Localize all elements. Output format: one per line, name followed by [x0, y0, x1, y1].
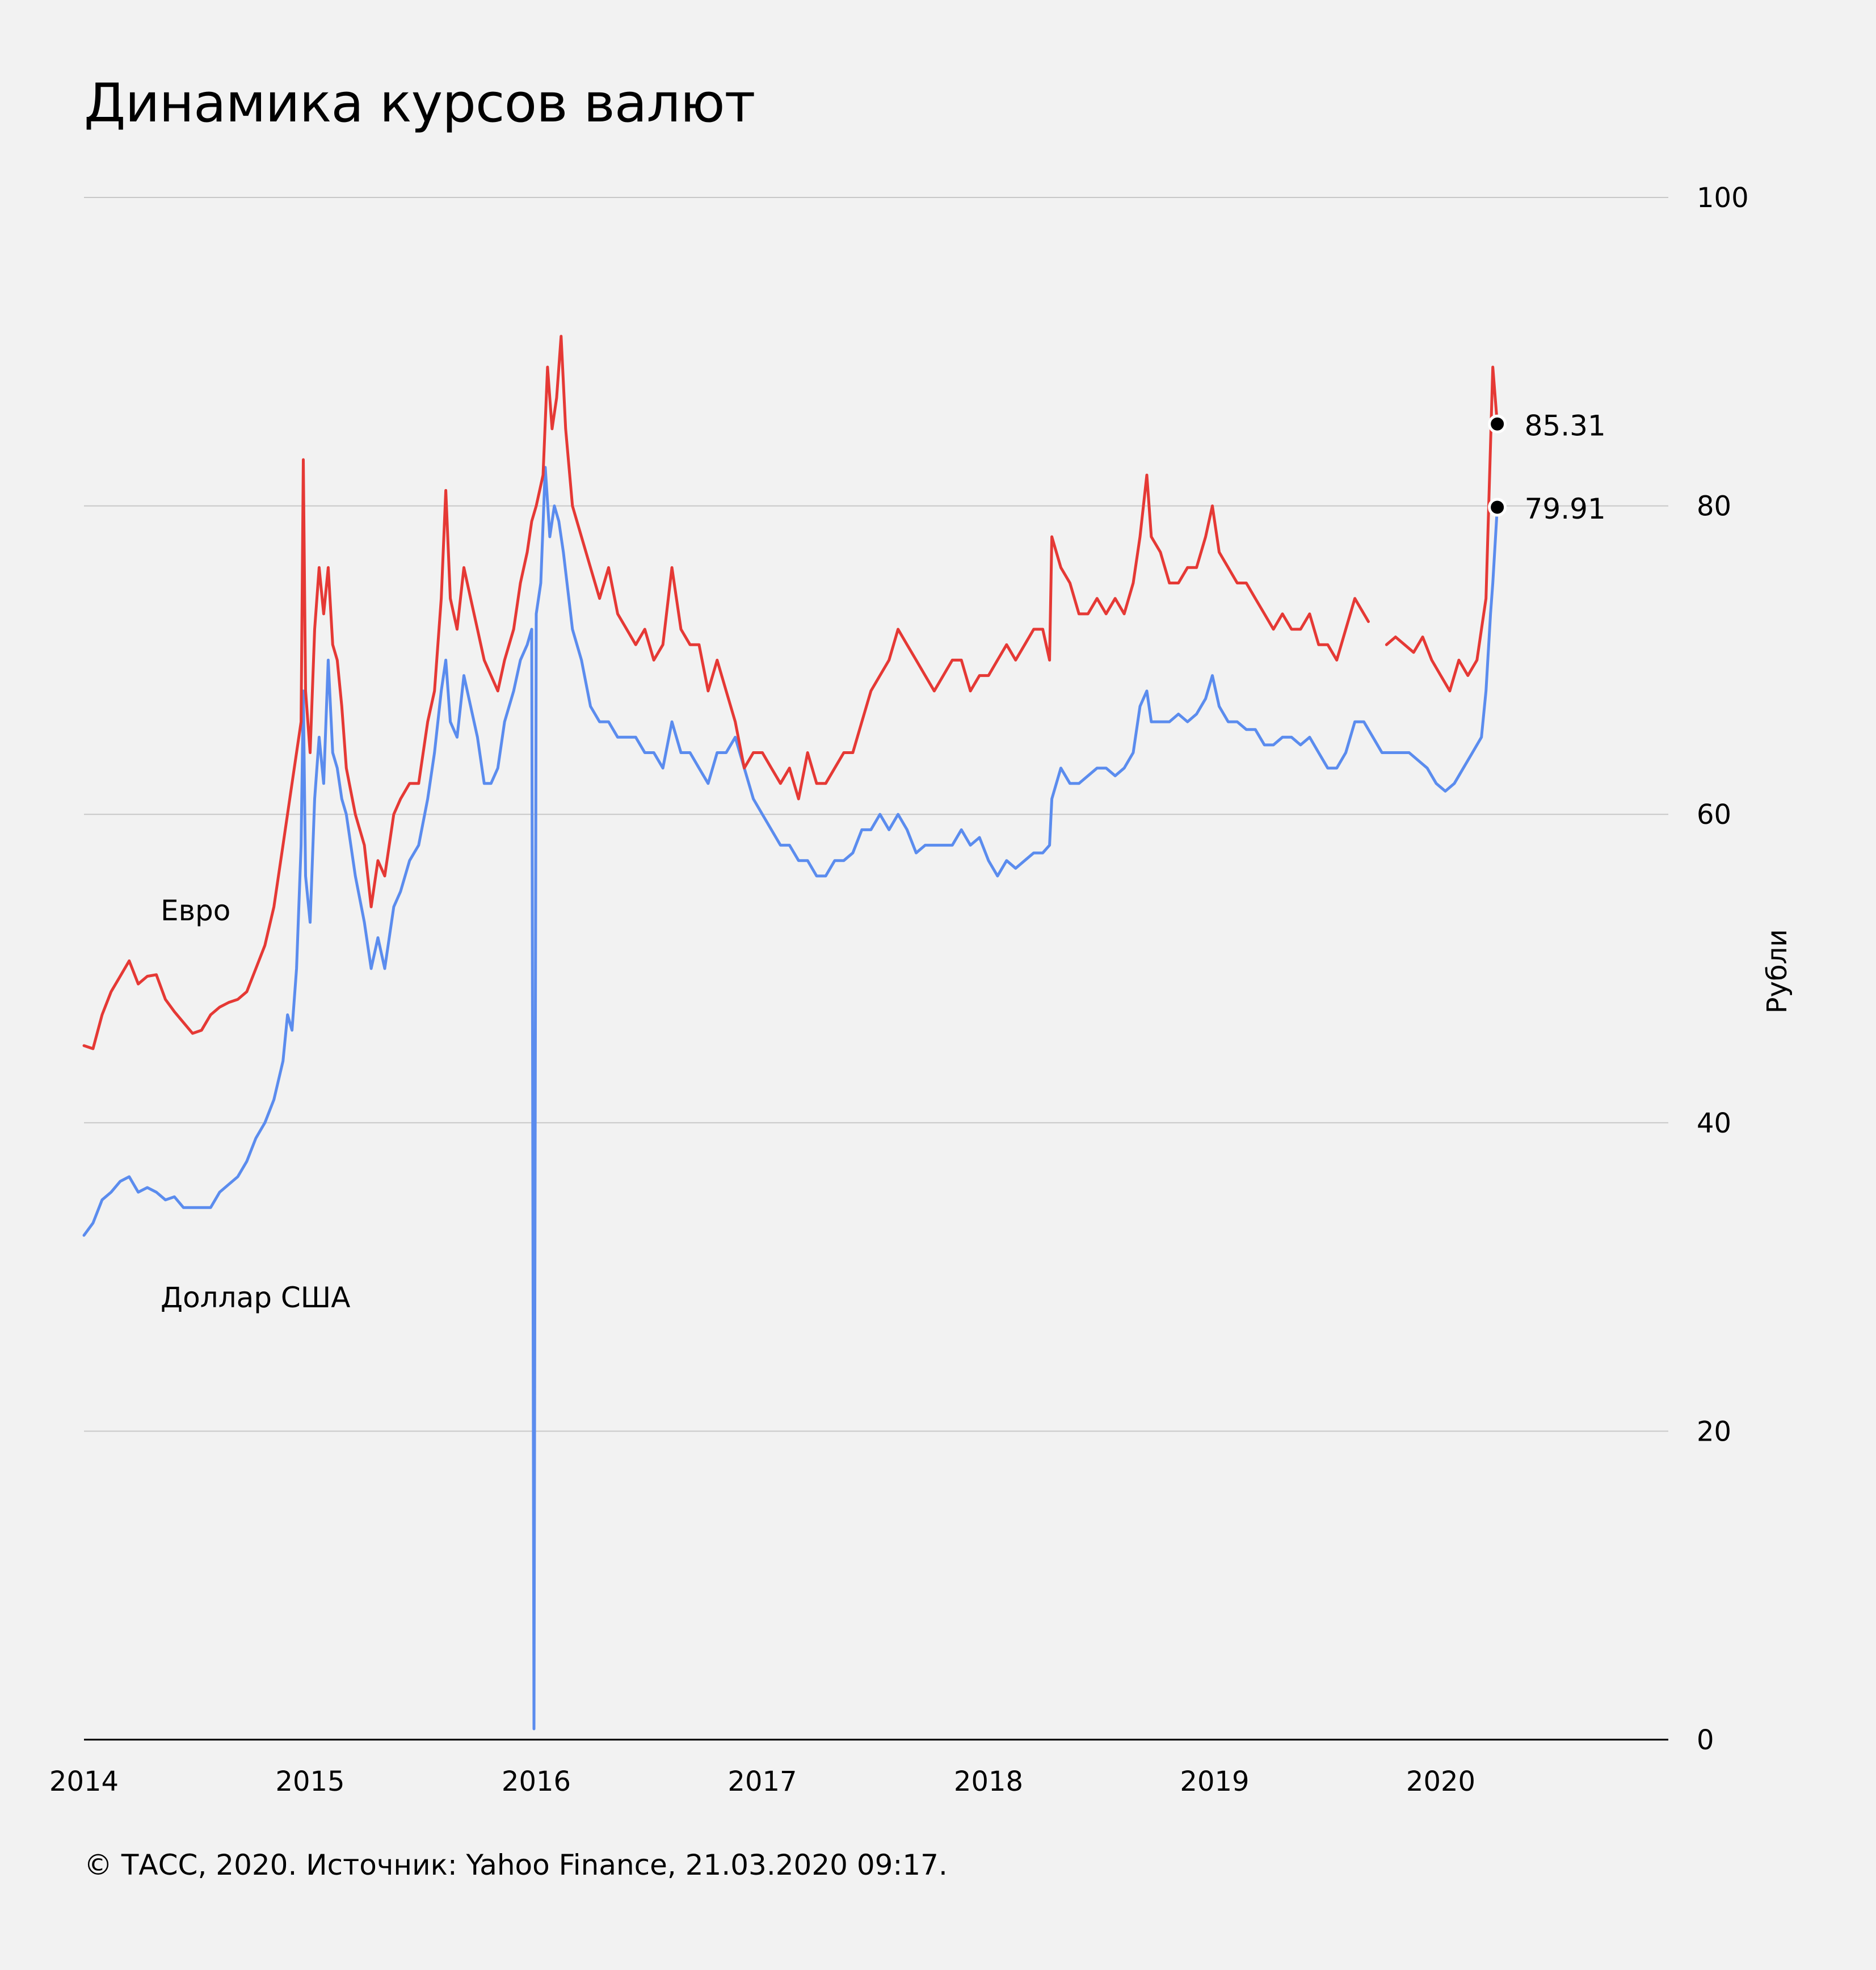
x-axis-ticks: 2014 2015 2016 2017 2018 2019 2020	[49, 1766, 1475, 1798]
end-marker-euro	[1488, 414, 1507, 433]
x-tick-label: 2018	[954, 1766, 1023, 1798]
y-tick-label: 0	[1697, 1724, 1714, 1756]
y-tick-label: 60	[1697, 799, 1731, 831]
end-markers: 85.31 79.91	[1488, 409, 1606, 525]
end-marker-usd	[1488, 498, 1507, 517]
gridlines	[84, 197, 1668, 1432]
y-tick-label: 40	[1697, 1108, 1731, 1139]
series-lines	[82, 335, 1499, 1731]
x-tick-label: 2016	[502, 1766, 571, 1798]
x-tick-label: 2015	[275, 1766, 344, 1798]
x-tick-label: 2019	[1180, 1766, 1249, 1798]
y-tick-label: 100	[1697, 182, 1749, 214]
y-tick-label: 20	[1697, 1416, 1731, 1447]
series-label-euro: Евро	[161, 894, 230, 927]
end-value-label-usd: 79.91	[1525, 492, 1606, 525]
series-label-usd: Доллар США	[161, 1281, 350, 1314]
y-tick-label: 80	[1697, 491, 1731, 523]
x-tick-label: 2014	[49, 1766, 119, 1798]
series-line-usd	[82, 466, 1499, 1731]
x-tick-label: 2020	[1406, 1766, 1475, 1798]
y-axis-label: Рубли	[1761, 929, 1793, 1014]
end-value-label-euro: 85.31	[1525, 409, 1606, 442]
page-title: Динамика курсов валют	[84, 73, 755, 134]
source-note: © ТАСС, 2020. Источник: Yahoo Finance, 2…	[84, 1849, 948, 1881]
y-axis-ticks: 0 20 40 60 80 100	[1697, 182, 1749, 1756]
series-line-euro	[82, 335, 1499, 1050]
x-tick-label: 2017	[727, 1766, 797, 1798]
